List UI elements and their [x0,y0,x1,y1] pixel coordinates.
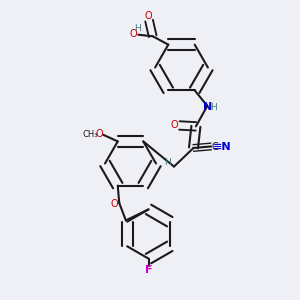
Text: O: O [96,129,103,139]
Text: CH₃: CH₃ [82,130,98,139]
Text: ≡N: ≡N [213,142,232,152]
Text: H: H [134,24,141,33]
Text: H: H [164,158,171,167]
Text: O: O [171,120,178,130]
Text: H: H [211,103,217,112]
Text: F: F [145,265,152,275]
Text: C: C [211,142,218,152]
Text: O: O [130,29,138,39]
Text: N: N [203,103,212,112]
Text: O: O [145,11,152,21]
Text: O: O [110,199,118,209]
